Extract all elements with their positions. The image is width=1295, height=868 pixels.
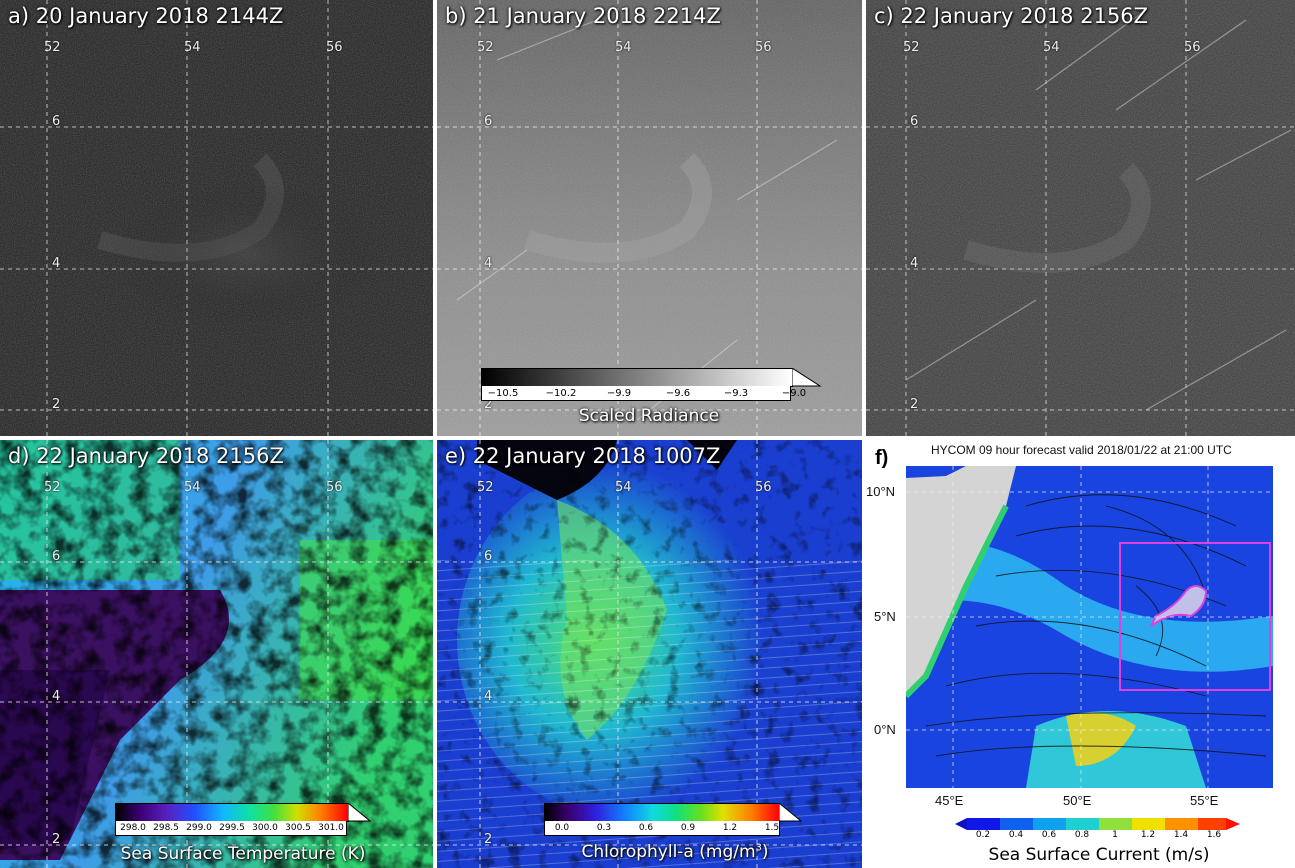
- panel-c-image: [866, 0, 1295, 436]
- lat-tick: 2: [484, 832, 493, 847]
- hycom-title: HYCOM 09 hour forecast valid 2018/01/22 …: [931, 443, 1232, 457]
- lat-tick: 6: [484, 549, 493, 564]
- lon-tick: 52: [903, 40, 920, 55]
- panel-e-image: [437, 440, 862, 868]
- lat-tick: 6: [52, 549, 61, 564]
- colorbar-tick: −10.2: [545, 388, 577, 399]
- lon-tick: 52: [477, 480, 494, 495]
- lat-label: 0°N: [874, 722, 896, 737]
- radiance-colorbar: −10.5 −10.2 −9.9 −9.6 −9.3 −9.0: [481, 368, 822, 402]
- lat-tick: 4: [52, 689, 61, 704]
- current-colorbar: 0.2 0.4 0.6 0.8 1 1.2 1.4 1.6: [955, 818, 1240, 840]
- colorbar-tick: 1.5: [764, 823, 780, 833]
- colorbar-tick: 299.0: [186, 823, 212, 833]
- lat-label: 5°N: [874, 609, 896, 624]
- colorbar-tick: 300.0: [252, 823, 278, 833]
- colorbar-tick: 1.2: [722, 823, 738, 833]
- sst-colorbar-title: Sea Surface Temperature (K): [120, 844, 366, 864]
- lon-tick: 54: [1043, 40, 1060, 55]
- lat-tick: 6: [52, 114, 61, 129]
- panel-f-label: f): [875, 447, 889, 469]
- colorbar-tick: 0.0: [554, 823, 570, 833]
- lon-tick: 56: [326, 40, 343, 55]
- panel-a-title: a) 20 January 2018 2144Z: [8, 4, 284, 28]
- panel-a-image: [0, 0, 433, 436]
- colorbar-tick: −10.5: [487, 388, 519, 399]
- lon-label: 55°E: [1190, 793, 1219, 808]
- colorbar-tick: 0.2: [975, 830, 991, 840]
- lon-tick: 56: [755, 40, 772, 55]
- lat-tick: 2: [910, 397, 919, 412]
- panel-e: e) 22 January 2018 1007Z 52 54 56 6 4 2 …: [437, 440, 862, 868]
- colorbar-tick: 0.6: [1041, 830, 1057, 840]
- lon-tick: 54: [615, 480, 632, 495]
- lat-tick: 4: [484, 689, 493, 704]
- colorbar-tick: 298.0: [120, 823, 146, 833]
- panel-d: d) 22 January 2018 2156Z 52 54 56 6 4 2 …: [0, 440, 433, 868]
- colorbar-tick: 298.5: [153, 823, 179, 833]
- sst-colorbar: 298.0 298.5 299.0 299.5 300.0 300.5 301.…: [115, 803, 372, 837]
- lat-tick: 6: [910, 114, 919, 129]
- colorbar-tick: −9.9: [606, 388, 632, 399]
- lon-label: 50°E: [1063, 793, 1092, 808]
- panel-b-title: b) 21 January 2018 2214Z: [445, 4, 721, 28]
- panel-d-image: [0, 440, 433, 868]
- panel-b-image: [437, 0, 862, 436]
- colorbar-tick: −9.0: [781, 388, 807, 399]
- colorbar-tick: 0.6: [638, 823, 654, 833]
- radiance-colorbar-title: Scaled Radiance: [578, 406, 720, 426]
- lat-tick: 4: [52, 256, 61, 271]
- chl-colorbar-title: Chlorophyll-a (mg/m3): [581, 842, 769, 862]
- lon-tick: 54: [184, 480, 201, 495]
- colorbar-tick: 0.8: [1074, 830, 1090, 840]
- colorbar-tick: 1.6: [1206, 830, 1222, 840]
- hycom-map: [906, 466, 1273, 788]
- lon-tick: 54: [184, 40, 201, 55]
- lat-tick: 4: [910, 256, 919, 271]
- panel-a: a) 20 January 2018 2144Z 52 54 56 6 4 2: [0, 0, 433, 436]
- lat-tick: 4: [484, 256, 493, 271]
- colorbar-tick: 300.5: [285, 823, 311, 833]
- lon-tick: 52: [477, 40, 494, 55]
- lat-tick: 6: [484, 114, 493, 129]
- lat-tick: 2: [52, 832, 61, 847]
- lon-tick: 54: [615, 40, 632, 55]
- lon-tick: 56: [755, 480, 772, 495]
- colorbar-tick: −9.3: [723, 388, 749, 399]
- lon-tick: 52: [44, 40, 61, 55]
- lon-label: 45°E: [935, 793, 964, 808]
- colorbar-tick: 1: [1112, 830, 1118, 840]
- panel-c-title: c) 22 January 2018 2156Z: [874, 4, 1149, 28]
- lon-tick: 52: [44, 480, 61, 495]
- colorbar-tick: 1.2: [1140, 830, 1156, 840]
- lon-tick: 56: [326, 480, 343, 495]
- lat-tick: 2: [52, 397, 61, 412]
- colorbar-tick: 301.0: [318, 823, 344, 833]
- lat-tick: 2: [484, 397, 493, 412]
- lat-label: 10°N: [866, 484, 896, 499]
- hycom-map-image: [906, 466, 1273, 788]
- lon-tick: 56: [1184, 40, 1201, 55]
- panel-e-title: e) 22 January 2018 1007Z: [445, 444, 721, 468]
- panel-c: c) 22 January 2018 2156Z 52 54 56 6 4 2: [866, 0, 1295, 436]
- colorbar-tick: 0.3: [596, 823, 612, 833]
- colorbar-tick: 0.4: [1008, 830, 1024, 840]
- panel-b: b) 21 January 2018 2214Z 52 54 56 6 4 2 …: [437, 0, 862, 436]
- current-colorbar-title: Sea Surface Current (m/s): [988, 845, 1210, 865]
- colorbar-tick: 1.4: [1173, 830, 1189, 840]
- chl-colorbar: 0.0 0.3 0.6 0.9 1.2 1.5: [544, 803, 804, 837]
- colorbar-tick: 299.5: [219, 823, 245, 833]
- colorbar-tick: −9.6: [665, 388, 691, 399]
- colorbar-tick: 0.9: [680, 823, 696, 833]
- panel-d-title: d) 22 January 2018 2156Z: [8, 444, 284, 468]
